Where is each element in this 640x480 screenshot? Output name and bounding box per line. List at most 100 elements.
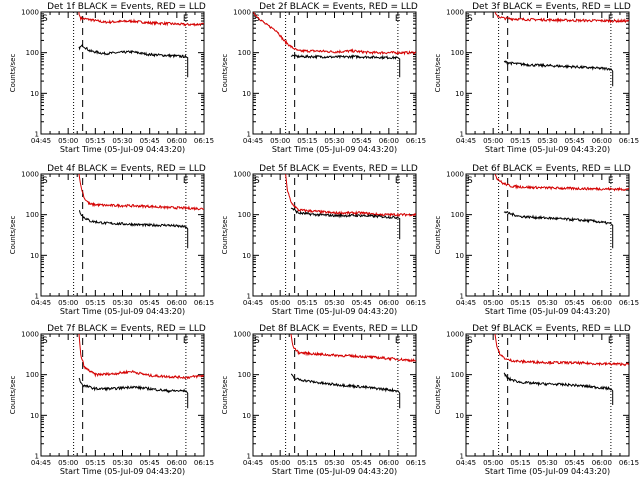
x-tick-label: 04:45 (243, 459, 263, 467)
y-tick-label: 100 (26, 49, 39, 57)
y-axis-label: Counts/sec (221, 54, 229, 93)
x-axis-label: Start Time (05-Jul-09 04:43:20) (272, 467, 397, 476)
x-tick-label: 05:00 (270, 137, 290, 145)
panel-det-7: Det 7f BLACK = Events, RED = LLD S E 1 10 100… (9, 324, 214, 476)
x-axis-label: Start Time (05-Jul-09 04:43:20) (60, 145, 185, 154)
x-tick-label: 04:45 (243, 137, 263, 145)
y-tick-label: 1 (35, 293, 39, 301)
y-tick-label: 100 (26, 371, 39, 379)
end-marker: E (395, 176, 401, 186)
y-tick-label: 10 (455, 90, 464, 98)
x-tick-label: 06:15 (619, 137, 639, 145)
x-tick-label: 04:45 (456, 137, 476, 145)
panel-det-3: Det 3f BLACK = Events, RED = LLD S E 1 10 100… (434, 2, 639, 154)
x-axis-label: Start Time (05-Jul-09 04:43:20) (485, 145, 610, 154)
series-events-line (290, 207, 401, 240)
panel-title: Det 5f BLACK = Events, RED = LLD (259, 164, 418, 174)
panel-title: Det 2f BLACK = Events, RED = LLD (259, 2, 418, 12)
x-tick-label: 05:30 (112, 459, 132, 467)
y-axis-label: Counts/sec (221, 376, 229, 415)
panel-title: Det 7f BLACK = Events, RED = LLD (47, 324, 206, 334)
series-events-line (503, 372, 614, 405)
x-tick-label: 06:15 (406, 459, 426, 467)
y-tick-label: 1000 (446, 9, 464, 17)
series-events-line (503, 60, 614, 87)
x-tick-label: 05:00 (270, 299, 290, 307)
x-tick-label: 04:45 (31, 299, 51, 307)
x-tick-label: 04:45 (456, 299, 476, 307)
y-tick-label: 1000 (446, 331, 464, 339)
y-tick-label: 10 (30, 90, 39, 98)
y-tick-label: 100 (238, 49, 251, 57)
x-tick-label: 05:30 (324, 299, 344, 307)
y-tick-label: 10 (455, 252, 464, 260)
y-tick-label: 1 (247, 293, 251, 301)
y-axis-label: Counts/sec (434, 376, 442, 415)
y-tick-label: 1 (247, 131, 251, 139)
x-tick-label: 05:15 (297, 137, 317, 145)
x-tick-label: 05:45 (565, 137, 585, 145)
y-tick-label: 1 (35, 131, 39, 139)
x-tick-label: 04:45 (31, 459, 51, 467)
x-tick-label: 05:15 (85, 459, 105, 467)
start-marker: S (467, 176, 473, 186)
x-tick-label: 06:15 (619, 459, 639, 467)
x-tick-label: 05:30 (537, 299, 557, 307)
x-tick-label: 05:00 (58, 459, 78, 467)
start-marker: S (467, 336, 473, 346)
start-marker: S (467, 14, 473, 24)
start-marker: S (42, 336, 48, 346)
panel-det-4: Det 4f BLACK = Events, RED = LLD S E 1 10 100… (9, 164, 214, 316)
y-tick-label: 1000 (233, 9, 251, 17)
x-tick-label: 06:00 (167, 299, 187, 307)
panel-det-1: Det 1f BLACK = Events, RED = LLD S E 1 10 100… (9, 2, 214, 154)
x-tick-label: 05:15 (297, 459, 317, 467)
panel-det-2: Det 2f BLACK = Events, RED = LLD S E 1 10 100… (221, 2, 426, 154)
y-tick-label: 100 (26, 211, 39, 219)
panel-det-9: Det 9f BLACK = Events, RED = LLD S E 1 10 100… (434, 324, 639, 476)
x-tick-label: 06:00 (379, 459, 399, 467)
x-tick-label: 05:15 (85, 137, 105, 145)
end-marker: E (608, 336, 614, 346)
x-tick-label: 06:00 (592, 299, 612, 307)
plot-frame (252, 11, 417, 135)
x-tick-label: 05:45 (352, 137, 372, 145)
plot-frame (465, 11, 630, 135)
y-axis-label: Counts/sec (434, 216, 442, 255)
x-tick-label: 06:00 (167, 137, 187, 145)
x-tick-label: 05:30 (112, 299, 132, 307)
x-tick-label: 06:15 (406, 137, 426, 145)
y-axis-label: Counts/sec (9, 376, 17, 415)
end-marker: E (183, 176, 189, 186)
y-tick-label: 10 (242, 252, 251, 260)
start-marker: S (254, 176, 260, 186)
series-lld-line (494, 174, 629, 192)
x-tick-label: 06:15 (619, 299, 639, 307)
plot-frame (252, 333, 417, 457)
y-tick-label: 10 (30, 412, 39, 420)
panel-det-6: Det 6f BLACK = Events, RED = LLD S E 1 10 100… (434, 164, 639, 316)
y-tick-label: 100 (451, 211, 464, 219)
series-lld-line (290, 334, 416, 363)
end-marker: E (183, 14, 189, 24)
series-lld-line (494, 334, 629, 367)
x-axis-label: Start Time (05-Jul-09 04:43:20) (272, 307, 397, 316)
y-tick-label: 10 (242, 412, 251, 420)
y-tick-label: 1000 (21, 331, 39, 339)
series-events-line (78, 377, 189, 409)
series-events-line (78, 44, 189, 78)
y-tick-label: 1000 (233, 171, 251, 179)
end-marker: E (183, 336, 189, 346)
panel-det-5: Det 5f BLACK = Events, RED = LLD S E 1 10 100… (221, 164, 426, 316)
x-tick-label: 06:00 (592, 459, 612, 467)
x-tick-label: 04:45 (456, 459, 476, 467)
plot-frame (465, 173, 630, 297)
panel-title: Det 1f BLACK = Events, RED = LLD (47, 2, 206, 12)
x-tick-label: 05:45 (352, 299, 372, 307)
y-tick-label: 1000 (233, 331, 251, 339)
x-tick-label: 05:30 (324, 137, 344, 145)
start-marker: S (254, 336, 260, 346)
series-events-line (291, 373, 401, 409)
x-tick-label: 05:00 (58, 299, 78, 307)
y-tick-label: 100 (451, 49, 464, 57)
